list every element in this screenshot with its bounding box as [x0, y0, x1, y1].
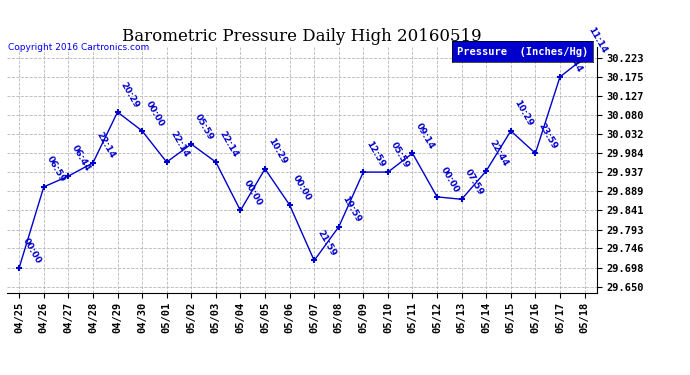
Text: 00:00: 00:00 — [144, 99, 166, 128]
Text: 11:44: 11:44 — [562, 45, 584, 74]
Text: 19:59: 19:59 — [340, 195, 362, 224]
Text: Copyright 2016 Cartronics.com: Copyright 2016 Cartronics.com — [8, 43, 150, 52]
Text: 22:44: 22:44 — [488, 139, 510, 168]
Text: 21:59: 21:59 — [315, 228, 337, 258]
Text: 00:00: 00:00 — [21, 236, 43, 265]
Text: 22:14: 22:14 — [217, 130, 239, 159]
Text: 10:29: 10:29 — [266, 137, 288, 166]
Text: 05:59: 05:59 — [193, 112, 215, 141]
Text: 00:00: 00:00 — [291, 173, 313, 202]
Text: 11:14: 11:14 — [586, 26, 608, 55]
Text: 12:59: 12:59 — [365, 140, 387, 169]
Text: 07:59: 07:59 — [463, 167, 485, 196]
Text: 22:14: 22:14 — [168, 130, 190, 159]
Text: 09:14: 09:14 — [414, 121, 436, 150]
Text: 22:14: 22:14 — [95, 131, 117, 160]
Text: 06:59: 06:59 — [45, 155, 67, 184]
Text: 20:29: 20:29 — [119, 80, 141, 109]
Text: 00:00: 00:00 — [438, 165, 460, 194]
Text: 06:44: 06:44 — [70, 144, 92, 173]
Title: Barometric Pressure Daily High 20160519: Barometric Pressure Daily High 20160519 — [122, 28, 482, 45]
Text: 00:00: 00:00 — [241, 179, 264, 208]
Text: 23:59: 23:59 — [537, 121, 559, 150]
Text: 10:29: 10:29 — [512, 99, 534, 128]
Text: 05:59: 05:59 — [389, 140, 411, 169]
Text: Pressure  (Inches/Hg): Pressure (Inches/Hg) — [457, 46, 589, 57]
